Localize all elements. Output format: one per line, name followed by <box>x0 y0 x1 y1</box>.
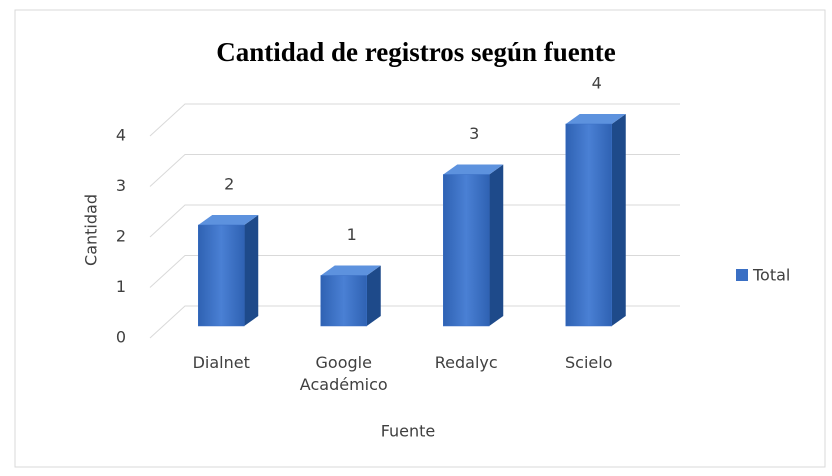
chart-border <box>14 9 826 468</box>
x-tick-label: Dialnet <box>192 353 250 372</box>
y-tick-label: 3 <box>116 176 126 195</box>
y-tick-label: 4 <box>116 126 126 145</box>
grid-line <box>149 204 680 238</box>
grid-line <box>149 103 680 137</box>
legend-swatch <box>736 269 748 281</box>
bar-top <box>565 114 626 124</box>
bar-top <box>198 215 259 225</box>
y-tick-label: 2 <box>116 227 126 246</box>
bar-top <box>443 164 504 175</box>
data-label: 3 <box>469 124 479 143</box>
x-tick-label: Redalyc <box>434 353 498 372</box>
bar <box>320 275 367 327</box>
bar <box>198 224 245 327</box>
x-axis-label: Fuente <box>381 422 436 441</box>
bar-side <box>366 265 381 326</box>
legend-label: Total <box>752 266 790 285</box>
bar <box>565 123 612 327</box>
y-axis-label: Cantidad <box>82 194 101 266</box>
bar-top <box>320 265 381 276</box>
data-label: 1 <box>347 225 357 244</box>
bar-side <box>244 215 259 326</box>
data-label: 2 <box>224 175 234 194</box>
data-label: 4 <box>592 74 602 93</box>
bar-side <box>611 114 626 326</box>
chart-title: Cantidad de registros según fuente <box>216 37 616 67</box>
grid-line <box>149 255 680 288</box>
bar-side <box>489 164 504 326</box>
bar <box>443 174 490 327</box>
grid-line <box>149 305 680 339</box>
y-tick-label: 1 <box>116 277 126 296</box>
grid-line <box>149 154 680 187</box>
x-tick-label: Scielo <box>565 353 613 372</box>
y-tick-label: 0 <box>116 328 126 347</box>
x-tick-label: Google Académico <box>299 353 388 394</box>
